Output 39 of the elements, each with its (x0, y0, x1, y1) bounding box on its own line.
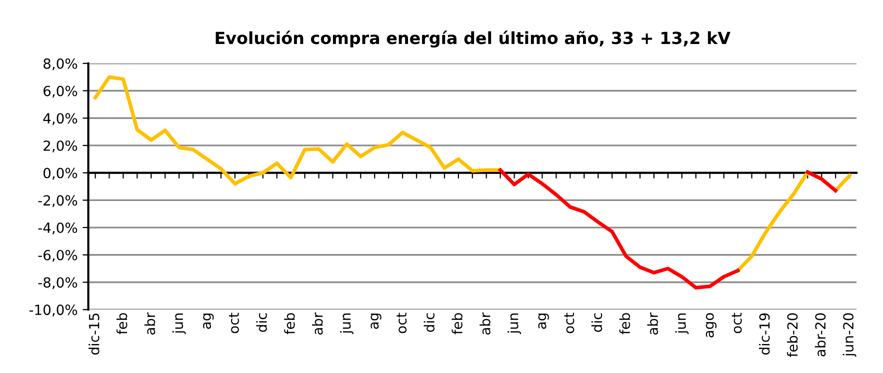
x-tick-label: abr-20 (814, 313, 826, 356)
y-tick-label: -6,0% (38, 250, 78, 262)
x-tick-label: oct (396, 312, 407, 334)
y-tick-label: 4,0% (43, 113, 78, 126)
x-tick-label: dic (424, 313, 435, 332)
y-tick-label: 2,0% (44, 140, 78, 152)
y-tick-label: -2,0% (38, 195, 78, 208)
y-tick-label: -8,0% (38, 277, 78, 290)
x-tick-label: dic-19 (759, 313, 770, 355)
x-tick-label: oct (564, 312, 574, 334)
x-tick-label: dic (256, 313, 267, 332)
x-tick-label: feb (452, 313, 462, 334)
x-tick-label: abr (312, 312, 323, 335)
x-tick-label: abr (647, 312, 658, 335)
x-tick-label: ag (538, 314, 549, 329)
x-tick-label: feb (619, 313, 630, 334)
y-tick-label: -10,0% (29, 304, 78, 316)
x-tick-label: dic (591, 313, 602, 332)
y-tick-label: 0,0% (44, 168, 78, 180)
x-tick-label: oct (732, 312, 742, 334)
x-tick-label: ag (370, 314, 382, 329)
chart-title: Evolución compra energía del último año, 33 + 13,2 kV (216, 30, 730, 48)
x-tick-label: feb-20 (786, 313, 798, 357)
x-tick-label: jun (172, 314, 186, 334)
x-tick-label: abr (144, 312, 156, 335)
x-tick-label: dic-15 (88, 314, 100, 355)
y-tick-label: 6,0% (44, 86, 78, 98)
x-tick-label: oct (229, 312, 239, 334)
x-tick-label: jun (675, 314, 689, 334)
x-tick-label: feb (284, 313, 295, 334)
x-tick-label: abr (480, 312, 490, 335)
x-tick-label: ago (706, 313, 717, 338)
y-tick-label: -4,0% (38, 222, 78, 234)
x-tick-label: feb (116, 313, 128, 334)
x-tick-label: jun (508, 314, 522, 334)
x-tick-label: ag (203, 314, 214, 329)
y-tick-label: 8,0% (44, 58, 78, 70)
x-tick-label: jun (340, 314, 354, 334)
x-tick-label: jun-20 (842, 313, 856, 357)
